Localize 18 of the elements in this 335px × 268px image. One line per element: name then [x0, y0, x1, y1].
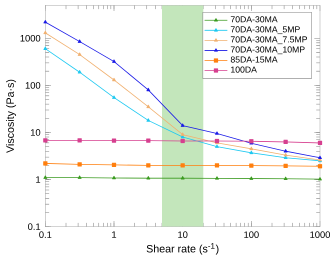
x-tick-label: 10: [178, 231, 188, 238]
x-tick-label: 1000: [310, 231, 330, 238]
legend-label: 70DA-30MA_10MP: [230, 46, 305, 54]
legend-label: 100DA: [231, 66, 257, 73]
legend-label: 70DA-30MA_7.5MP: [230, 36, 308, 44]
y-tick-label: 1000: [20, 34, 40, 42]
x-tick-label: 0.1: [39, 231, 52, 238]
legend-label: 70DA-30MA_5MP: [230, 26, 300, 34]
x-tick-label: 1: [112, 231, 116, 238]
y-tick-label: 1: [36, 176, 40, 183]
y-axis-title: Viscosity (Pa·s): [6, 80, 16, 153]
y-tick-label: 100: [26, 82, 40, 89]
x-tick-label: 100: [244, 231, 259, 238]
y-tick-label: 0.1: [28, 223, 40, 230]
legend-label: 70DA-30MA: [230, 16, 278, 22]
legend-label: 85DA-15MA: [230, 56, 278, 63]
x-axis-title: Shear rate (s$^{-1}$): [146, 243, 218, 255]
y-tick-label: 10: [30, 129, 40, 136]
